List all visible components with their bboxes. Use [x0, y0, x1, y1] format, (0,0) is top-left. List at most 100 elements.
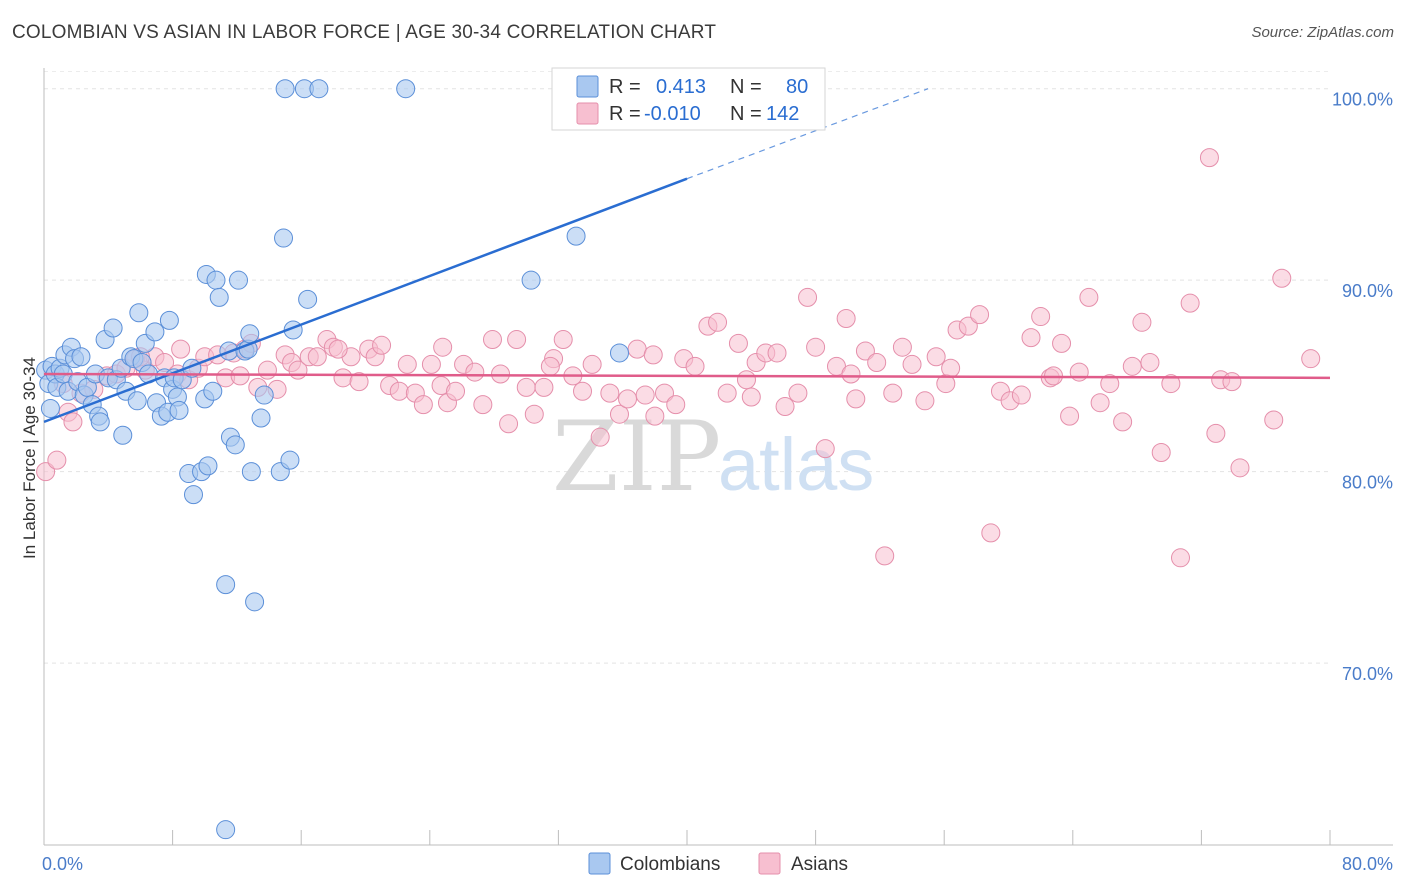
- asian-point: [1069, 362, 1089, 382]
- asian-point: [1079, 287, 1099, 307]
- asian-point: [1060, 406, 1080, 426]
- asian-point: [926, 347, 946, 367]
- asian-point: [1264, 410, 1284, 430]
- asian-point: [855, 341, 875, 361]
- asian-point: [736, 370, 756, 390]
- asian-point: [883, 383, 903, 403]
- asian-point: [516, 377, 536, 397]
- colombian-point: [274, 228, 294, 248]
- asian-point: [1206, 423, 1226, 443]
- bottom-legend: Colombians Asians: [588, 852, 848, 875]
- colombian-points: [36, 79, 629, 840]
- asian-point: [1301, 349, 1321, 369]
- colombian-point: [198, 456, 218, 476]
- legend-r-value-2: -0.010: [644, 103, 701, 125]
- x-tick-label-max: 80.0%: [1342, 854, 1393, 874]
- asian-point: [582, 354, 602, 374]
- colombian-point: [129, 303, 149, 323]
- asian-point: [1180, 293, 1200, 313]
- asian-point: [941, 358, 961, 378]
- asian-point: [970, 305, 990, 325]
- asian-point: [499, 414, 519, 434]
- asian-point: [433, 337, 453, 357]
- asian-point: [902, 354, 922, 374]
- colombian-point: [309, 79, 329, 99]
- source-credit: Source: ZipAtlas.com: [1251, 24, 1394, 41]
- asian-point: [867, 353, 887, 373]
- asian-point: [372, 335, 392, 355]
- asian-point: [524, 404, 544, 424]
- colombian-point: [203, 381, 223, 401]
- asian-point: [609, 404, 629, 424]
- asian-point: [473, 395, 493, 415]
- asian-point: [618, 389, 638, 409]
- legend-swatch-asian: [576, 102, 599, 125]
- asian-point: [36, 462, 56, 482]
- asian-point: [892, 337, 912, 357]
- asian-point: [875, 546, 895, 566]
- colombian-point: [566, 226, 586, 246]
- asian-point: [307, 347, 327, 367]
- asian-point: [540, 356, 560, 376]
- colombian-point: [216, 820, 236, 840]
- asian-point: [389, 381, 409, 401]
- colombian-point: [241, 462, 261, 482]
- y-tick-labels: 70.0% 80.0% 90.0% 100.0%: [1332, 90, 1393, 684]
- asian-point: [413, 395, 433, 415]
- legend-n-value-1: 80: [786, 76, 808, 98]
- asian-point: [1151, 443, 1171, 462]
- x-tick-label-min: 0.0%: [42, 854, 83, 874]
- bottom-legend-colombians: Colombians: [620, 854, 720, 875]
- bottom-legend-swatch-asians: [758, 852, 781, 875]
- asian-point: [1100, 374, 1120, 394]
- asian-point: [553, 330, 573, 350]
- y-tick-label: 100.0%: [1332, 90, 1393, 110]
- watermark-atlas: atlas: [718, 423, 874, 506]
- legend-r-label-1: R =: [609, 76, 641, 98]
- legend-r-value-1: 0.413: [656, 76, 706, 98]
- colombian-point: [254, 385, 274, 405]
- colombian-point: [206, 270, 226, 290]
- colombian-point: [240, 324, 260, 344]
- asian-point: [846, 389, 866, 409]
- asian-point: [328, 339, 348, 359]
- asian-point: [741, 387, 761, 407]
- colombian-point: [275, 79, 295, 99]
- colombian-point: [169, 400, 189, 420]
- bottom-legend-asians: Asians: [791, 854, 848, 875]
- colombian-point: [251, 408, 271, 428]
- colombian-point: [521, 270, 541, 290]
- asian-point: [397, 354, 417, 374]
- legend-r-label-2: R =: [609, 103, 641, 125]
- asian-point: [257, 360, 277, 380]
- asian-point: [573, 381, 593, 401]
- asian-point: [666, 395, 686, 415]
- asian-point: [1122, 356, 1142, 376]
- asian-point: [981, 523, 1001, 543]
- asian-point: [349, 372, 369, 392]
- colombian-point: [183, 485, 203, 505]
- asian-point: [728, 333, 748, 353]
- asian-point: [685, 356, 705, 376]
- asian-point: [767, 343, 787, 363]
- colombian-point: [40, 398, 60, 418]
- y-tick-label: 70.0%: [1342, 664, 1393, 684]
- colombian-trend-extension: [686, 88, 929, 180]
- colombian-point: [113, 425, 133, 445]
- colombian-point: [396, 79, 416, 99]
- colombian-point: [298, 289, 318, 309]
- asian-point: [1171, 548, 1191, 568]
- asian-point: [230, 366, 250, 386]
- asian-point: [841, 364, 861, 384]
- asian-point: [958, 316, 978, 336]
- colombian-point: [245, 592, 265, 612]
- asian-point: [643, 345, 663, 365]
- colombian-point: [103, 318, 123, 338]
- colombian-point: [159, 310, 179, 330]
- asian-point: [627, 339, 647, 359]
- legend-n-label-2: N =: [730, 103, 762, 125]
- asian-point: [600, 383, 620, 403]
- legend-n-label-1: N =: [730, 76, 762, 98]
- asian-point: [534, 377, 554, 397]
